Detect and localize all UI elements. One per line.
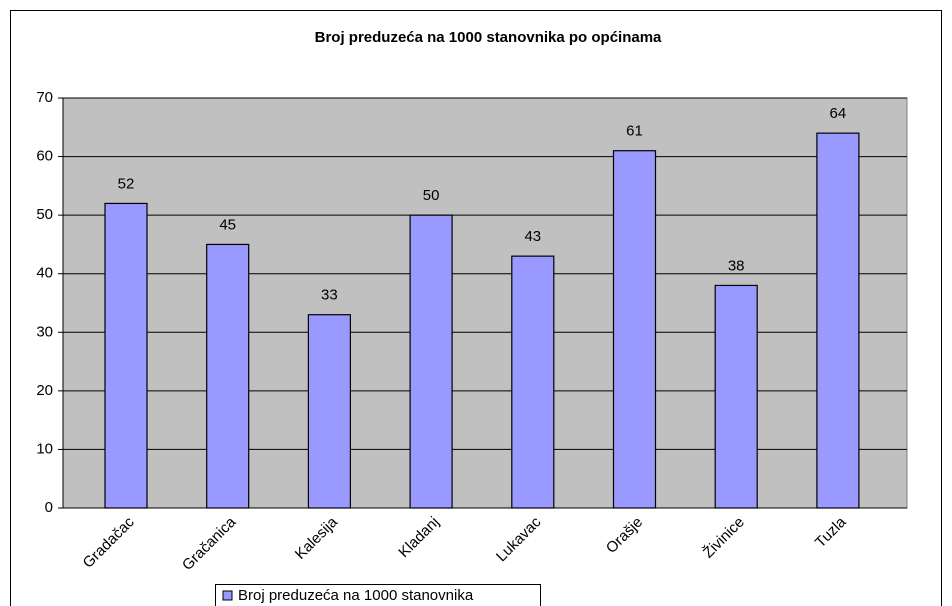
- x-tick-label: Lukavac: [493, 513, 545, 565]
- value-label: 64: [830, 105, 847, 122]
- y-tick-label: 20: [36, 382, 53, 399]
- y-tick-label: 70: [36, 89, 53, 106]
- x-tick-label: Kladanj: [395, 514, 442, 561]
- bar: [206, 243, 250, 509]
- x-tick-label: Tuzla: [812, 513, 850, 551]
- value-label: 38: [728, 257, 745, 274]
- value-label: 61: [626, 123, 643, 140]
- x-tick-label: Kalesija: [292, 513, 342, 563]
- bar: [612, 150, 657, 509]
- chart-border: [10, 10, 942, 606]
- y-tick-label: 60: [36, 148, 53, 165]
- bar: [104, 202, 148, 509]
- bar: [511, 255, 555, 509]
- value-label: 50: [423, 187, 440, 204]
- y-tick-label: 40: [36, 265, 53, 282]
- x-tick-label: Gračanica: [179, 513, 240, 574]
- bar: [714, 284, 758, 509]
- x-tick-label: Živinice: [700, 514, 748, 562]
- bar: [409, 214, 453, 509]
- value-label: 43: [524, 228, 541, 245]
- plot-area: [62, 97, 908, 509]
- y-tick-label: 0: [45, 499, 53, 516]
- y-tick-label: 10: [36, 440, 53, 457]
- chart-title: Broj preduzeća na 1000 stanovnika po opć…: [315, 29, 662, 46]
- y-tick-label: 30: [36, 323, 53, 340]
- legend-box: [215, 584, 541, 606]
- bar: [816, 132, 860, 509]
- x-tick-label: Gradačac: [80, 513, 138, 571]
- value-label: 45: [219, 216, 236, 233]
- value-label: 52: [118, 175, 135, 192]
- x-tick-label: Orašje: [603, 514, 646, 557]
- legend-label: Broj preduzeća na 1000 stanovnika: [238, 587, 474, 604]
- bar: [307, 314, 351, 509]
- y-tick-label: 50: [36, 206, 53, 223]
- legend-swatch: [222, 590, 233, 601]
- value-label: 33: [321, 287, 338, 304]
